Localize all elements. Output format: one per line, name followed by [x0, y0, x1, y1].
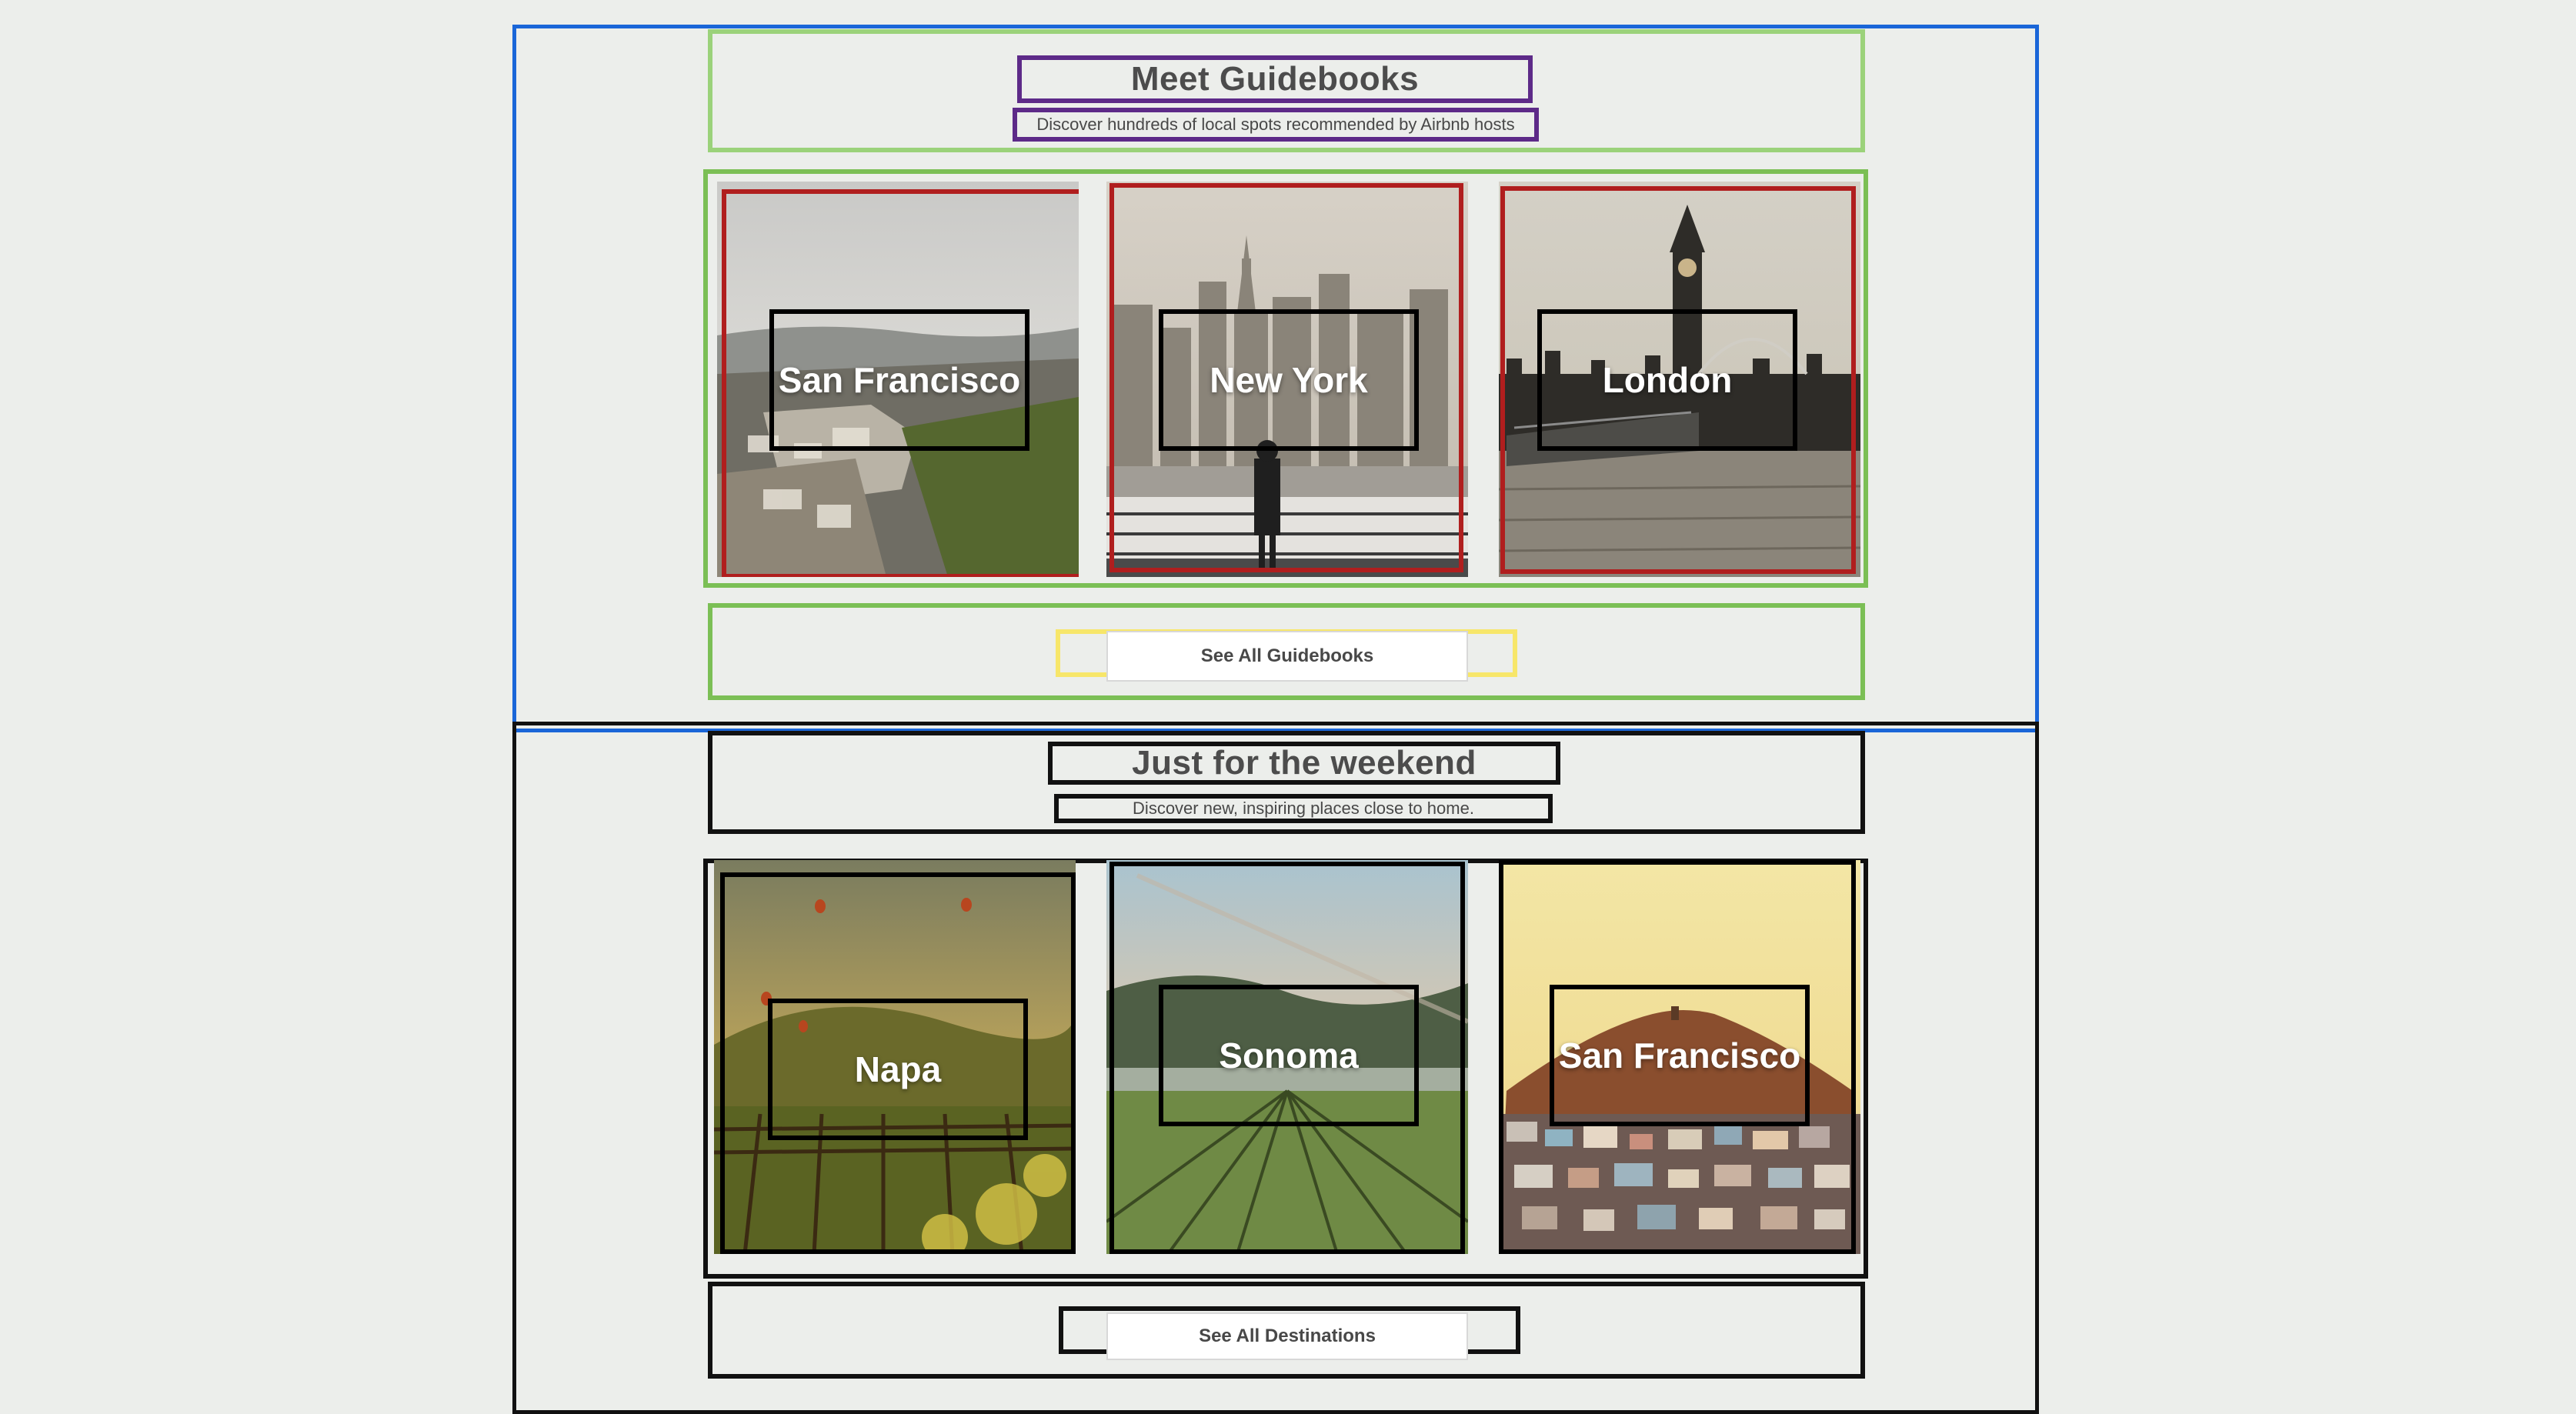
weekend-button-row — [708, 1282, 1865, 1379]
card-label: New York — [1210, 360, 1368, 400]
guidebook-card-san-francisco[interactable]: San Francisco — [717, 182, 1079, 577]
weekend-card-sonoma[interactable]: Sonoma — [1106, 860, 1468, 1254]
card-label: San Francisco — [778, 360, 1021, 400]
san-francisco-hill-photo — [1499, 860, 1860, 1254]
weekend-subtitle: Discover new, inspiring places close to … — [1054, 794, 1553, 823]
napa-photo — [714, 860, 1076, 1254]
card-label: San Francisco — [1558, 1035, 1801, 1076]
guidebooks-button-row — [708, 603, 1865, 700]
card-label-box: Napa — [768, 999, 1028, 1140]
guidebooks-title: Meet Guidebooks — [1017, 55, 1533, 103]
card-label: Sonoma — [1219, 1035, 1359, 1076]
card-label-box: London — [1537, 309, 1797, 451]
guidebook-card-london[interactable]: London — [1499, 182, 1860, 577]
see-all-guidebooks-button[interactable]: See All Guidebooks — [1106, 631, 1468, 682]
guidebook-card-new-york[interactable]: New York — [1106, 182, 1468, 577]
card-label-box: New York — [1159, 309, 1419, 451]
sonoma-photo — [1106, 860, 1468, 1254]
guidebooks-section — [512, 25, 2039, 732]
london-photo — [1499, 182, 1860, 577]
weekend-title: Just for the weekend — [1048, 742, 1560, 785]
guidebooks-card-group — [703, 169, 1868, 588]
card-label-box: San Francisco — [1550, 985, 1810, 1126]
card-label-box: Sonoma — [1159, 985, 1419, 1126]
san-francisco-photo — [717, 182, 1079, 577]
card-label: London — [1602, 360, 1733, 400]
weekend-card-san-francisco[interactable]: San Francisco — [1499, 860, 1860, 1254]
card-label-box: San Francisco — [769, 309, 1029, 451]
weekend-card-napa[interactable]: Napa — [714, 860, 1076, 1254]
guidebooks-subtitle: Discover hundreds of local spots recomme… — [1013, 108, 1539, 142]
card-label: Napa — [854, 1049, 942, 1089]
see-all-destinations-button[interactable]: See All Destinations — [1106, 1312, 1468, 1360]
guidebooks-header — [708, 29, 1865, 152]
weekend-header — [708, 731, 1865, 834]
